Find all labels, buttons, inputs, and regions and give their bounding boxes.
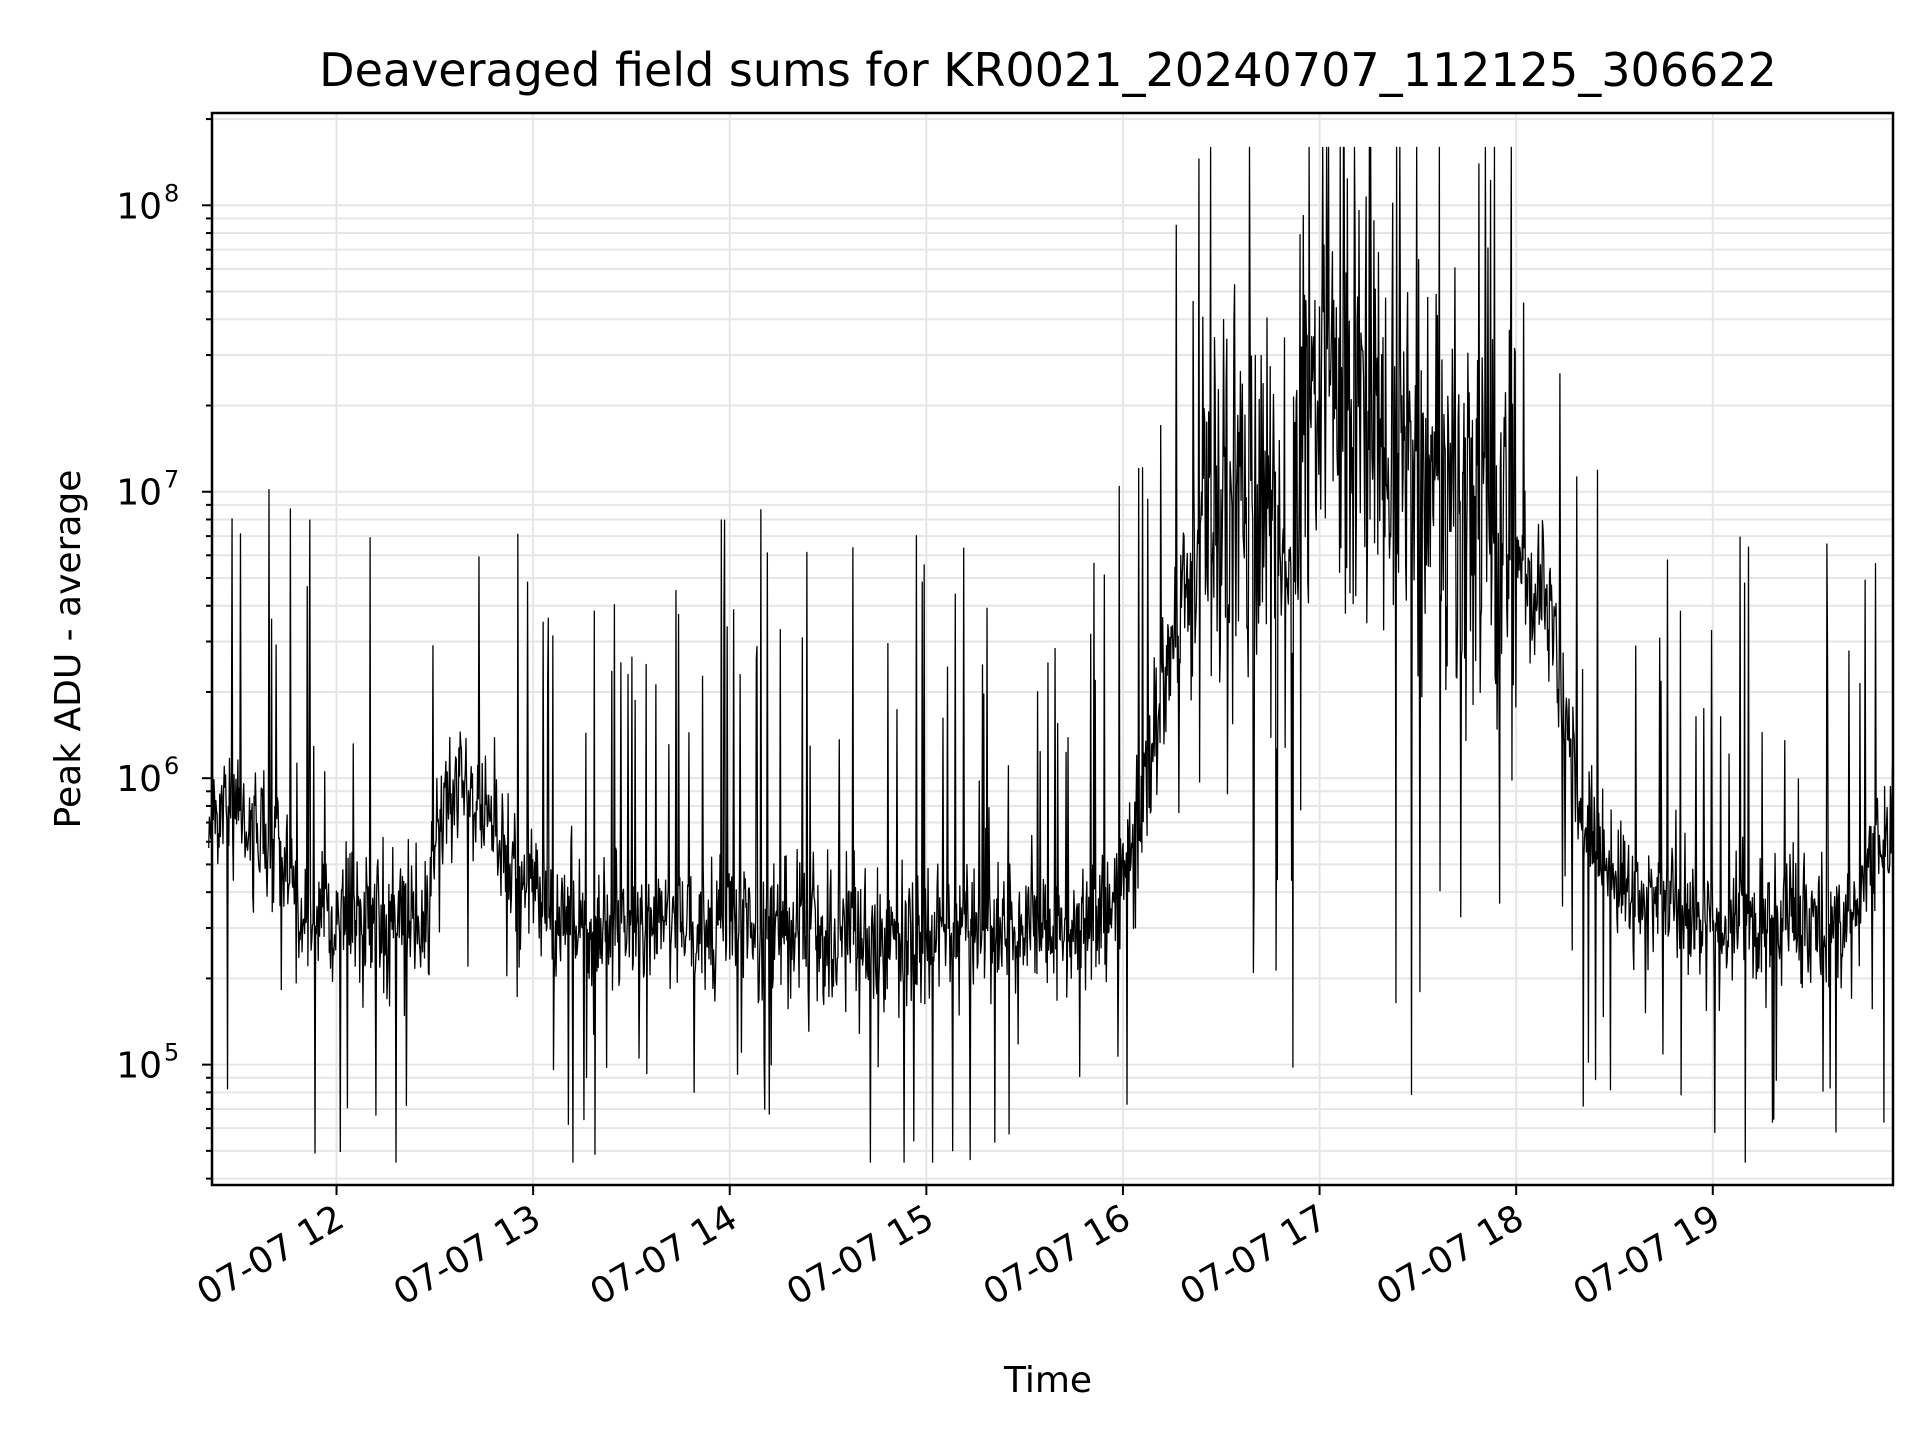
y-tick-exponent: 5 <box>164 1039 179 1067</box>
y-tick-exponent: 8 <box>164 179 179 207</box>
y-tick-label: 10 <box>116 473 162 514</box>
y-tick-exponent: 7 <box>164 466 179 494</box>
y-axis-label: Peak ADU - average <box>48 470 89 829</box>
plot-frame <box>210 111 1895 1187</box>
y-tick-exponent: 6 <box>164 752 179 780</box>
y-tick-label: 10 <box>116 186 162 227</box>
series-line <box>208 146 1894 1163</box>
y-tick-label: 10 <box>116 759 162 800</box>
y-tick-label: 10 <box>116 1046 162 1087</box>
chart-title: Deaveraged field sums for KR0021_2024070… <box>319 43 1777 97</box>
x-axis-label: Time <box>1003 1360 1092 1401</box>
data-line <box>208 146 1894 1163</box>
